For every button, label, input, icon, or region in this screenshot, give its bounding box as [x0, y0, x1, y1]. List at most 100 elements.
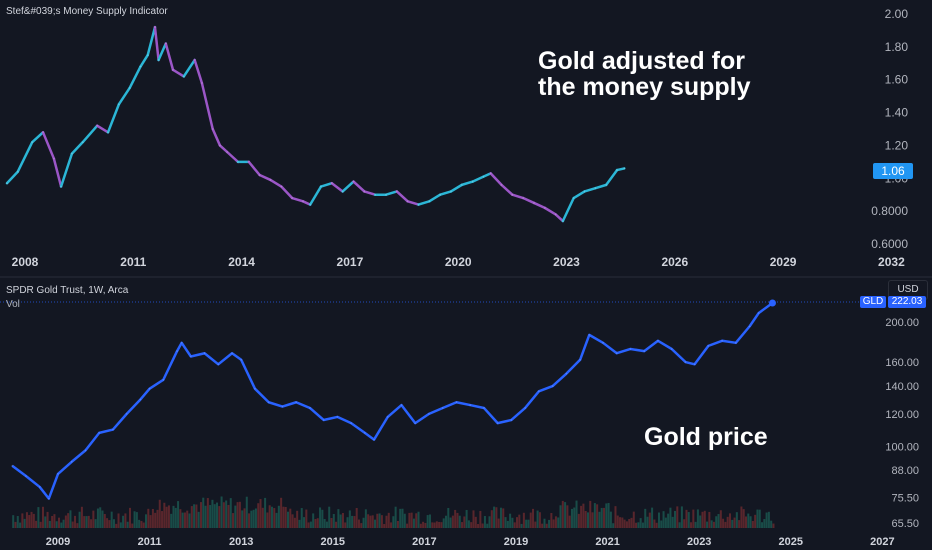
money-supply-line-segment — [438, 190, 453, 196]
volume-bar — [396, 520, 399, 528]
money-supply-line-segment — [52, 157, 63, 188]
money-supply-line-segment — [269, 178, 283, 188]
volume-bar — [426, 515, 429, 528]
money-supply-point — [341, 190, 344, 193]
volume-bar — [293, 517, 296, 528]
volume-bar — [623, 519, 626, 528]
volume-bar — [243, 508, 246, 528]
volume-bar — [328, 506, 331, 528]
volume-bar — [747, 513, 750, 528]
gold-price-x-tick-label: 2009 — [46, 536, 70, 548]
volume-bar — [605, 503, 608, 528]
volume-bar — [660, 520, 663, 528]
money-supply-line-segment — [482, 172, 492, 178]
volume-bar — [37, 507, 40, 528]
volume-bar — [584, 511, 587, 528]
volume-bar — [94, 519, 97, 528]
volume-bar — [195, 504, 198, 528]
volume-bar — [502, 508, 505, 528]
volume-bar — [543, 518, 546, 528]
gold-price-point — [643, 350, 646, 352]
volume-bar — [756, 509, 759, 528]
money-supply-line-segment — [164, 42, 175, 72]
volume-bar — [351, 515, 354, 528]
gold-price-x-tick-label: 2017 — [412, 536, 436, 548]
money-supply-line-segment — [247, 160, 261, 177]
volume-bar — [692, 509, 695, 528]
volume-bar — [438, 521, 441, 528]
volume-bar — [712, 521, 715, 528]
gold-price-point — [254, 387, 256, 390]
volume-bar — [708, 511, 711, 528]
gold-price-point — [721, 339, 723, 342]
volume-bar — [564, 502, 567, 528]
volume-bar — [346, 517, 349, 528]
gold-price-point — [670, 348, 673, 350]
volume-bar — [360, 523, 363, 528]
volume-bar — [410, 512, 413, 528]
volume-bar — [282, 506, 285, 528]
money-supply-point — [226, 151, 228, 153]
volume-bar — [451, 515, 454, 528]
volume-bar — [589, 500, 592, 528]
volume-bar — [715, 516, 718, 528]
volume-bar — [518, 514, 521, 528]
money-supply-point — [331, 182, 333, 185]
gold-price-point — [336, 416, 339, 418]
volume-bar — [433, 522, 436, 528]
volume-bar — [770, 520, 773, 528]
volume-bar — [362, 517, 365, 528]
volume-bar — [596, 504, 599, 528]
volume-bar — [135, 512, 138, 528]
money-supply-y-tick-label: 1.60 — [885, 73, 909, 87]
money-supply-point — [157, 59, 160, 61]
volume-bar — [600, 507, 603, 528]
volume-bar — [21, 513, 24, 528]
gold-price-x-tick-label: 2027 — [870, 536, 894, 548]
volume-bar — [635, 522, 638, 528]
volume-bar — [506, 520, 509, 528]
volume-bar — [330, 517, 333, 528]
money-supply-line-segment — [330, 181, 344, 193]
gold-price-y-tick-label: 160.00 — [885, 357, 919, 369]
volume-bar — [646, 516, 649, 528]
money-supply-line-segment — [604, 168, 619, 187]
volume-bar — [248, 513, 251, 528]
volume-bar — [495, 507, 498, 528]
volume-bar — [204, 505, 207, 528]
gold-price-x-tick-label: 2025 — [779, 536, 803, 548]
volume-bar — [28, 515, 31, 528]
volume-bar — [545, 523, 548, 528]
volume-bar — [609, 511, 612, 528]
volume-bar — [536, 510, 539, 528]
gold-last-value-badge: 222.03 — [888, 296, 926, 308]
volume-bar — [64, 515, 67, 528]
volume-bar — [648, 512, 651, 528]
money-supply-point — [211, 128, 214, 130]
volume-bar — [236, 502, 239, 528]
volume-bar — [266, 512, 269, 528]
money-supply-line-segment — [146, 25, 157, 57]
volume-bar — [687, 512, 690, 528]
gold-price-x-tick-label: 2011 — [138, 536, 162, 548]
volume-bar — [319, 507, 322, 528]
volume-bar — [570, 508, 573, 528]
money-supply-line-segment — [308, 185, 323, 206]
volume-bar — [387, 512, 390, 528]
gold-price-point — [322, 419, 325, 421]
gold-price-point — [428, 413, 430, 415]
money-supply-x-axis: 2008 2011 2014 2017 2020 2023 2026 2029 2032 — [12, 255, 905, 269]
volume-bar — [337, 509, 340, 528]
gold-price-point — [386, 416, 389, 418]
gold-price-point — [38, 486, 41, 488]
volume-bar — [151, 508, 154, 528]
money-supply-point — [594, 187, 597, 189]
volume-bar — [738, 520, 741, 528]
money-supply-line-segment — [500, 183, 514, 196]
money-supply-point — [450, 190, 452, 193]
money-supply-line-segment — [363, 190, 377, 196]
money-supply-line-segment — [301, 200, 312, 206]
money-supply-line-segment — [572, 190, 586, 200]
volume-bar — [463, 516, 466, 528]
volume-bar — [170, 513, 173, 528]
